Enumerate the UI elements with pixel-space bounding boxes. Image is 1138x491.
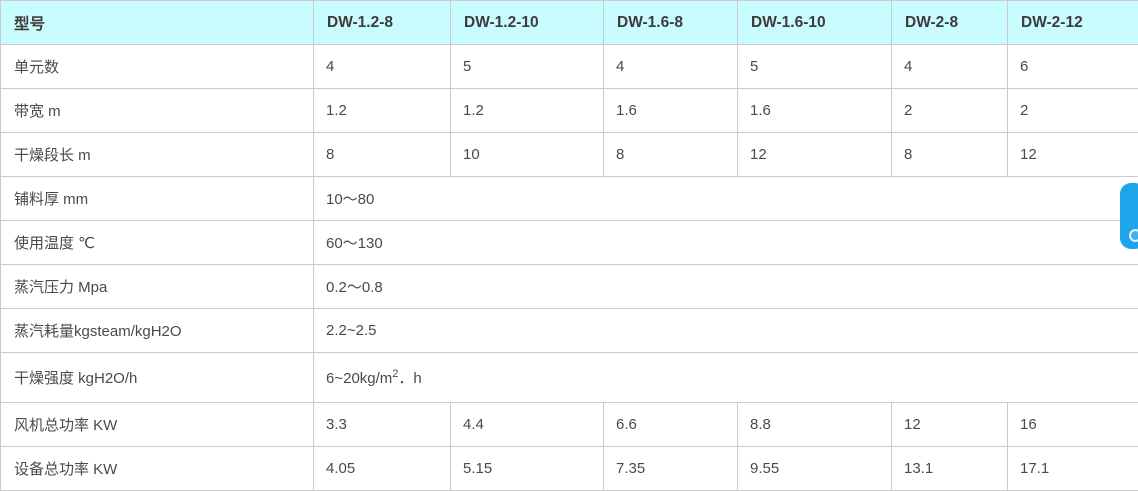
row-label: 铺料厚 mm [0,176,314,221]
cell-value: 9.55 [737,446,892,491]
cell-value: 1.6 [737,88,892,133]
value-superscript: 2 [392,368,399,380]
table-row: 风机总功率 KW 3.3 4.4 6.6 8.8 12 16 [0,402,1138,447]
header-model: DW-1.2-8 [313,0,451,45]
floating-side-widget[interactable] [1120,183,1138,249]
cell-value: 2 [891,88,1008,133]
header-model: DW-1.2-10 [450,0,604,45]
table-body: 单元数 4 5 4 5 4 6 带宽 m 1.2 1.2 1.6 1.6 2 2 干燥段长 m 8 10 8 12 8… [0,44,1138,491]
cell-value-merged: 0.2～0.8 [313,264,1138,309]
cell-value: 3.3 [313,402,451,447]
cell-value: 4.05 [313,446,451,491]
header-model-label: 型号 [0,0,314,45]
row-label: 设备总功率 KW [0,446,314,491]
circle-icon [1129,229,1138,242]
table-row: 铺料厚 mm 10～80 [0,176,1138,221]
cell-value: 1.6 [603,88,738,133]
cell-value: 12 [891,402,1008,447]
cell-value: 2 [1007,88,1138,133]
cell-value: 6 [1007,44,1138,89]
header-model: DW-2-12 [1007,0,1138,45]
cell-value-merged: 6~20kg/m2．h [313,352,1138,403]
header-model: DW-1.6-10 [737,0,892,45]
cell-value-merged: 2.2~2.5 [313,308,1138,353]
table-row: 设备总功率 KW 4.05 5.15 7.35 9.55 13.1 17.1 [0,446,1138,491]
value-prefix: 6~20kg/m [326,370,393,387]
row-label: 单元数 [0,44,314,89]
table-row: 带宽 m 1.2 1.2 1.6 1.6 2 2 [0,88,1138,133]
cell-value: 4.4 [450,402,604,447]
cell-value: 8 [603,132,738,177]
cell-value: 8.8 [737,402,892,447]
cell-value: 5 [450,44,604,89]
row-label: 风机总功率 KW [0,402,314,447]
table-row: 干燥段长 m 8 10 8 12 8 12 [0,132,1138,177]
header-row: 型号 DW-1.2-8 DW-1.2-10 DW-1.6-8 DW-1.6-10… [0,0,1138,45]
table-row: 干燥强度 kgH2O/h 6~20kg/m2．h [0,352,1138,403]
table-row: 蒸汽耗量kgsteam/kgH2O 2.2~2.5 [0,308,1138,353]
cell-value: 10 [450,132,604,177]
table-row: 使用温度 ℃ 60～130 [0,220,1138,265]
cell-value: 6.6 [603,402,738,447]
row-label: 干燥段长 m [0,132,314,177]
table-row: 蒸汽压力 Mpa 0.2～0.8 [0,264,1138,309]
cell-value: 5.15 [450,446,604,491]
row-label: 蒸汽耗量kgsteam/kgH2O [0,308,314,353]
cell-value: 12 [1007,132,1138,177]
cell-value: 17.1 [1007,446,1138,491]
cell-value-merged: 60～130 [313,220,1138,265]
cell-value: 8 [891,132,1008,177]
cell-value: 4 [891,44,1008,89]
cell-value: 5 [737,44,892,89]
cell-value: 16 [1007,402,1138,447]
table-row: 单元数 4 5 4 5 4 6 [0,44,1138,89]
value-suffix: ．h [398,370,422,387]
row-label: 带宽 m [0,88,314,133]
cell-value: 8 [313,132,451,177]
cell-value: 1.2 [450,88,604,133]
cell-value: 1.2 [313,88,451,133]
row-label: 干燥强度 kgH2O/h [0,352,314,403]
row-label: 蒸汽压力 Mpa [0,264,314,309]
table-header: 型号 DW-1.2-8 DW-1.2-10 DW-1.6-8 DW-1.6-10… [0,0,1138,45]
row-label: 使用温度 ℃ [0,220,314,265]
header-model: DW-2-8 [891,0,1008,45]
cell-value: 4 [603,44,738,89]
cell-value: 12 [737,132,892,177]
cell-value: 4 [313,44,451,89]
cell-value: 7.35 [603,446,738,491]
cell-value-merged: 10～80 [313,176,1138,221]
header-model: DW-1.6-8 [603,0,738,45]
cell-value: 13.1 [891,446,1008,491]
